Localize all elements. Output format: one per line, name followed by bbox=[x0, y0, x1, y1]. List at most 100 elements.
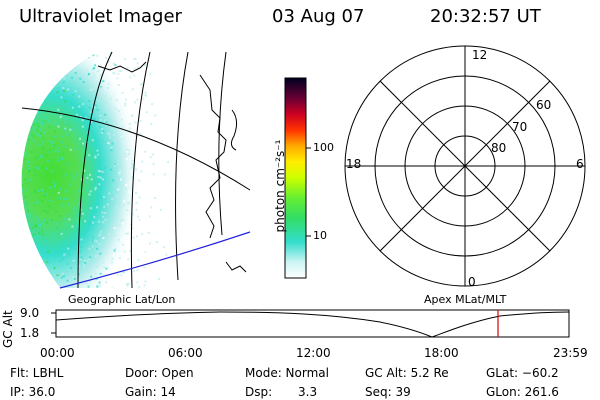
aurora-speckle-pixel bbox=[119, 257, 121, 260]
aurora-speckle-pixel bbox=[109, 97, 112, 100]
aurora-speckle-pixel bbox=[143, 64, 146, 67]
aurora-speckle-pixel bbox=[54, 121, 57, 124]
aurora-speckle-pixel bbox=[24, 195, 27, 198]
aurora-speckle-pixel bbox=[46, 159, 49, 162]
aurora-speckle-pixel bbox=[166, 138, 169, 141]
colorbar-label-100: 100 bbox=[313, 141, 334, 154]
aurora-speckle-pixel bbox=[100, 196, 103, 199]
aurora-speckle-pixel bbox=[142, 146, 145, 149]
aurora-speckle-pixel bbox=[55, 210, 58, 213]
aurora-speckle-pixel bbox=[102, 80, 105, 83]
aurora-speckle-pixel bbox=[132, 249, 135, 252]
aurora-speckle-pixel bbox=[126, 232, 129, 235]
aurora-speckle-pixel bbox=[163, 208, 166, 211]
aurora-speckle-pixel bbox=[92, 190, 95, 193]
aurora-speckle-pixel bbox=[113, 253, 115, 256]
aurora-speckle-pixel bbox=[79, 236, 82, 239]
aurora-speckle-pixel bbox=[165, 88, 168, 91]
aurora-speckle-pixel bbox=[123, 250, 126, 253]
aurora-speckle-pixel bbox=[133, 189, 136, 192]
aurora-speckle-pixel bbox=[88, 100, 91, 102]
aurora-speckle-pixel bbox=[78, 190, 81, 193]
aurora-speckle-pixel bbox=[38, 144, 41, 147]
aurora-speckle-pixel bbox=[102, 196, 105, 198]
aurora-speckle-pixel bbox=[91, 71, 94, 74]
aurora-speckle-pixel bbox=[72, 275, 75, 278]
aurora-speckle-pixel bbox=[133, 67, 136, 70]
aurora-speckle-pixel bbox=[104, 119, 107, 122]
aurora-speckle-pixel bbox=[158, 180, 161, 183]
aurora-speckle-pixel bbox=[132, 164, 135, 167]
aurora-speckle-pixel bbox=[138, 136, 141, 139]
aurora-speckle-pixel bbox=[93, 106, 96, 109]
aurora-speckle-pixel bbox=[168, 272, 171, 275]
aurora-speckle-pixel bbox=[90, 275, 93, 278]
aurora-speckle-pixel bbox=[33, 157, 36, 160]
aurora-speckle-pixel bbox=[149, 242, 151, 245]
aurora-speckle-pixel bbox=[168, 54, 171, 57]
aurora-speckle-pixel bbox=[21, 193, 24, 196]
aurora-speckle-pixel bbox=[114, 248, 117, 251]
aurora-speckle-pixel bbox=[120, 274, 123, 277]
aurora-speckle-pixel bbox=[38, 232, 41, 235]
aurora-speckle-pixel bbox=[136, 281, 139, 284]
aurora-speckle-pixel bbox=[102, 261, 105, 264]
altitude-plot-frame bbox=[55, 309, 570, 338]
aurora-speckle-pixel bbox=[90, 156, 93, 158]
aurora-speckle-pixel bbox=[39, 134, 42, 137]
aurora-speckle-pixel bbox=[84, 261, 87, 264]
aurora-speckle-pixel bbox=[91, 88, 94, 91]
aurora-speckle-pixel bbox=[135, 168, 137, 171]
aurora-speckle-pixel bbox=[137, 100, 140, 103]
aurora-speckle-pixel bbox=[125, 157, 128, 160]
aurora-speckle-pixel bbox=[51, 170, 54, 173]
aurora-speckle-pixel bbox=[58, 187, 61, 190]
aurora-speckle-pixel bbox=[28, 215, 31, 218]
aurora-speckle-pixel bbox=[42, 255, 44, 258]
aurora-speckle-pixel bbox=[160, 225, 162, 228]
aurora-speckle-pixel bbox=[134, 101, 137, 104]
aurora-speckle-pixel bbox=[84, 116, 87, 119]
aurora-speckle-pixel bbox=[128, 122, 131, 125]
aurora-speckle-pixel bbox=[119, 224, 122, 227]
aurora-speckle-pixel bbox=[147, 114, 150, 117]
aurora-speckle-pixel bbox=[169, 252, 172, 255]
aurora-speckle-pixel bbox=[124, 104, 127, 107]
aurora-speckle-pixel bbox=[99, 230, 102, 233]
aurora-speckle-pixel bbox=[111, 269, 114, 272]
aurora-speckle-pixel bbox=[130, 82, 133, 85]
aurora-speckle-pixel bbox=[117, 104, 120, 107]
aurora-speckle-pixel bbox=[59, 116, 62, 118]
aurora-speckle-pixel bbox=[123, 200, 125, 203]
aurora-speckle-pixel bbox=[80, 246, 83, 249]
footer-glat: GLat: −60.2 bbox=[486, 366, 559, 380]
aurora-speckle-pixel bbox=[87, 155, 90, 158]
aurora-speckle-pixel bbox=[158, 93, 161, 96]
aurora-speckle-pixel bbox=[65, 190, 68, 193]
aurora-speckle-pixel bbox=[91, 139, 94, 142]
aurora-speckle-pixel bbox=[79, 208, 82, 211]
aurora-speckle-pixel bbox=[33, 174, 36, 177]
aurora-speckle-pixel bbox=[72, 259, 75, 262]
aurora-speckle-pixel bbox=[165, 156, 168, 159]
aurora-speckle-pixel bbox=[111, 257, 114, 260]
aurora-speckle-pixel bbox=[94, 186, 97, 189]
aurora-speckle-pixel bbox=[131, 176, 134, 179]
aurora-speckle-pixel bbox=[129, 76, 132, 79]
aurora-speckle-pixel bbox=[37, 244, 40, 247]
aurora-speckle-pixel bbox=[59, 259, 62, 262]
aurora-speckle-pixel bbox=[161, 145, 164, 148]
aurora-speckle-pixel bbox=[79, 258, 82, 261]
aurora-speckle-pixel bbox=[82, 263, 85, 265]
aurora-speckle-pixel bbox=[165, 262, 168, 265]
aurora-speckle-pixel bbox=[89, 207, 92, 210]
aurora-speckle-pixel bbox=[93, 73, 96, 76]
altitude-curve bbox=[55, 311, 570, 338]
aurora-speckle-pixel bbox=[33, 204, 36, 207]
aurora-speckle-pixel bbox=[40, 166, 43, 169]
aurora-speckle-pixel bbox=[100, 87, 103, 90]
aurora-speckle-pixel bbox=[141, 184, 144, 187]
aurora-speckle-pixel bbox=[74, 90, 77, 92]
aurora-speckle-pixel bbox=[66, 163, 69, 166]
aurora-speckle-pixel bbox=[168, 218, 171, 221]
